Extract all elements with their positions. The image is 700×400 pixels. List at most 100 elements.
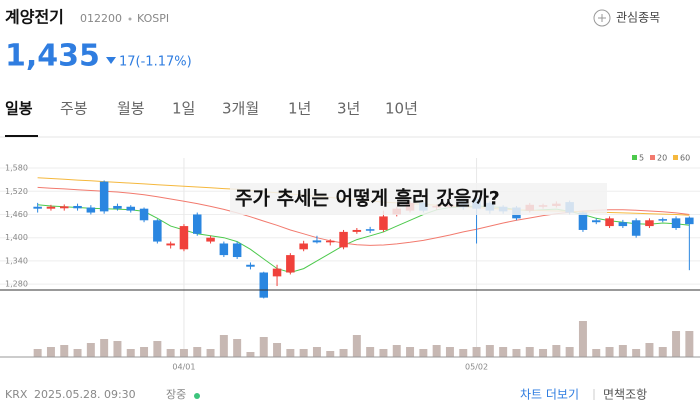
volume-bar xyxy=(445,347,454,357)
candle-body xyxy=(605,218,614,227)
volume-bar xyxy=(645,343,654,357)
legend-swatch xyxy=(673,155,678,160)
volume-bar xyxy=(618,345,627,357)
volume-bar xyxy=(33,349,42,357)
candle-body xyxy=(299,243,308,250)
candle-body xyxy=(153,220,162,242)
y-tick-label: 1,400 xyxy=(5,233,28,242)
candle-body xyxy=(99,181,109,212)
volume-bar xyxy=(485,345,494,357)
volume-bar xyxy=(472,347,481,357)
y-tick-label: 1,460 xyxy=(5,210,28,219)
watch-label[interactable]: 관심종목 xyxy=(616,11,660,25)
volume-bar xyxy=(658,347,667,357)
y-tick-label: 1,280 xyxy=(5,280,28,289)
volume-bar xyxy=(352,335,361,357)
candle-body xyxy=(33,206,42,209)
candle-body xyxy=(618,222,628,227)
candle-body xyxy=(206,237,215,242)
volume-bar xyxy=(499,347,508,357)
tab[interactable]: 월봉 xyxy=(117,100,145,118)
volume-bar xyxy=(166,349,175,357)
candle-body xyxy=(379,216,388,230)
candle-body xyxy=(46,206,56,209)
volume-bar xyxy=(552,345,561,357)
volume-bar xyxy=(326,351,335,357)
candle-body xyxy=(73,205,82,209)
candle-body xyxy=(631,220,641,236)
volume-bar xyxy=(100,339,109,357)
legend-label: 20 xyxy=(657,154,667,163)
candle-body xyxy=(339,231,348,248)
volume-bar xyxy=(432,345,441,357)
tab[interactable]: 주봉 xyxy=(60,100,88,118)
candle-body xyxy=(645,220,654,227)
price-change: 17(-1.17%) xyxy=(119,55,192,70)
x-tick-label: 05/02 xyxy=(465,363,488,372)
volume-bar xyxy=(525,347,534,357)
tab[interactable]: 3개월 xyxy=(222,100,259,118)
volume-bar xyxy=(578,321,587,357)
candle-body xyxy=(658,219,668,221)
candle-body xyxy=(126,206,136,211)
volume-bar xyxy=(592,349,601,357)
volume-bar xyxy=(685,331,694,357)
volume-bar xyxy=(672,331,681,357)
current-price: 1,435 xyxy=(5,39,100,74)
tab[interactable]: 1년 xyxy=(288,100,311,118)
volume-bar xyxy=(339,349,348,357)
annotation: 주가 추세는 어떻게 흘러 갔을까? xyxy=(235,187,500,210)
volume-bar xyxy=(179,349,188,357)
volume-bar xyxy=(140,347,149,357)
tab[interactable]: 10년 xyxy=(385,100,418,118)
candle-body xyxy=(325,240,335,243)
candle-body xyxy=(246,264,255,267)
tab[interactable]: 일봉 xyxy=(5,100,33,118)
plus-icon xyxy=(593,9,611,27)
footer-status: 장중 xyxy=(166,388,186,400)
more-chart-link[interactable]: 차트 더보기 xyxy=(520,388,579,400)
candle-body xyxy=(685,217,694,225)
volume-bar xyxy=(246,352,255,357)
separator-dot xyxy=(128,17,132,21)
volume-bar xyxy=(219,335,228,357)
volume-bar xyxy=(46,347,55,357)
disclaimer-link[interactable]: 면책조항 xyxy=(603,387,647,400)
tab[interactable]: 1일 xyxy=(172,100,195,118)
volume-bar xyxy=(60,345,69,357)
candle-body xyxy=(166,243,175,246)
volume-bar xyxy=(312,347,321,357)
candle-body xyxy=(113,205,122,209)
candle-body xyxy=(312,240,322,243)
legend-label: 60 xyxy=(680,154,690,163)
volume-bar xyxy=(86,343,95,357)
tab[interactable]: 3년 xyxy=(337,100,360,118)
volume-bar xyxy=(632,349,641,357)
footer-source: KRX xyxy=(5,388,28,400)
candle-body xyxy=(86,207,96,213)
plus-mark xyxy=(598,14,606,22)
candle-body xyxy=(365,229,375,231)
candle-body xyxy=(272,268,282,277)
stock-name: 계양전기 xyxy=(5,8,64,27)
candle-body xyxy=(59,206,69,209)
volume-bar xyxy=(286,349,295,357)
legend: 5 20 60 xyxy=(632,154,690,163)
x-tick-label: 04/01 xyxy=(172,363,195,372)
volume-bar xyxy=(299,349,308,357)
candle-body xyxy=(352,229,362,232)
y-tick-label: 1,340 xyxy=(5,256,28,265)
annotation-background xyxy=(230,183,607,215)
stock-code: 012200 xyxy=(80,12,122,25)
legend-swatch xyxy=(632,155,637,160)
volume-bar xyxy=(459,349,468,357)
volume-bar xyxy=(392,345,401,357)
footer-timestamp: 2025.05.28. 09:30 xyxy=(34,388,136,400)
down-arrow xyxy=(106,57,116,64)
volume-bar xyxy=(419,349,428,357)
watch-button[interactable]: 관심종목 xyxy=(593,9,660,27)
candle-body xyxy=(591,220,601,223)
volume-bar xyxy=(113,341,122,357)
